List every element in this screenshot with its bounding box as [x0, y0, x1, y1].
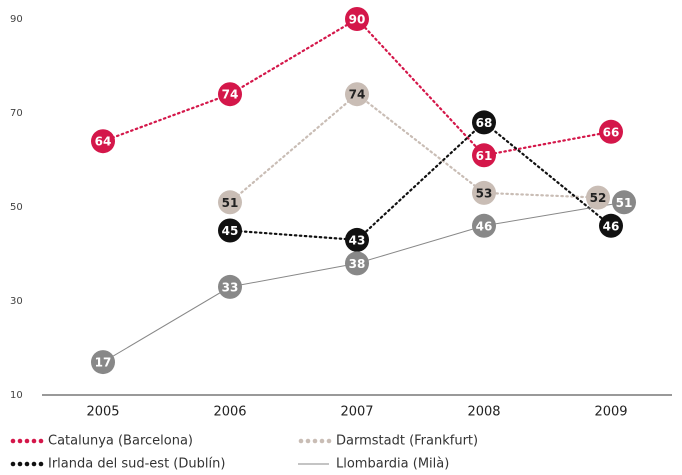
data-label: 90 [349, 13, 366, 27]
y-tick-label: 50 [10, 202, 23, 213]
y-tick-label: 10 [10, 390, 23, 401]
data-label: 51 [616, 196, 633, 210]
legend-swatch [326, 438, 332, 444]
x-tick-label: 2006 [213, 405, 246, 420]
data-label: 53 [476, 186, 493, 200]
legend-label: Catalunya (Barcelona) [48, 434, 193, 449]
legend-swatch [38, 438, 44, 444]
legend-swatch [298, 438, 304, 444]
point-marker [472, 180, 496, 205]
point-marker [472, 213, 496, 238]
data-label: 61 [476, 149, 493, 163]
legend-swatch [24, 438, 30, 444]
point-marker [599, 119, 623, 144]
point-marker [91, 129, 115, 154]
series-line [101, 17, 613, 157]
data-label: 45 [222, 224, 239, 238]
data-label: 52 [590, 191, 607, 205]
data-label: 74 [222, 88, 239, 102]
legend-label: Irlanda del sud-est (Dublín) [48, 457, 225, 472]
legend-swatch [17, 438, 23, 444]
series-line [228, 120, 613, 242]
series-line [228, 92, 600, 204]
point-marker [472, 110, 496, 135]
series-line [102, 201, 625, 363]
point-marker [612, 190, 636, 215]
x-tick-label: 2008 [467, 405, 500, 420]
legend-swatch [10, 438, 16, 444]
x-tick-label: 2007 [340, 405, 373, 420]
y-tick-label: 70 [10, 108, 23, 119]
point-marker [586, 185, 610, 210]
legend-swatch [31, 461, 37, 467]
data-label: 17 [95, 356, 112, 370]
point-marker [218, 190, 242, 215]
point-marker [345, 82, 369, 107]
legend-label: Darmstadt (Frankfurt) [336, 434, 478, 449]
data-label: 66 [603, 125, 620, 139]
data-label: 33 [222, 280, 239, 294]
point-marker [345, 227, 369, 252]
legend-swatch [319, 438, 325, 444]
data-label: 46 [603, 219, 620, 233]
x-tick-label: 2009 [594, 405, 627, 420]
point-marker [218, 82, 242, 107]
y-tick-label: 90 [10, 14, 23, 25]
point-marker [91, 350, 115, 375]
legend-swatch [24, 461, 30, 467]
legend-swatch [38, 461, 44, 467]
data-label: 74 [349, 88, 366, 102]
point-marker [345, 251, 369, 276]
point-marker [345, 7, 369, 31]
point-marker [599, 213, 623, 238]
legend-swatch [312, 438, 318, 444]
y-tick-label: 30 [10, 296, 23, 307]
legend-swatch [31, 438, 37, 444]
legend-swatch [10, 461, 16, 467]
x-tick-label: 2005 [86, 405, 119, 420]
data-label: 51 [222, 196, 239, 210]
legend-swatch [305, 438, 311, 444]
data-label: 38 [349, 257, 366, 271]
legend-label: Llombardia (Milà) [336, 457, 449, 472]
data-label: 46 [476, 219, 493, 233]
point-marker [218, 218, 242, 243]
data-label: 68 [476, 116, 493, 130]
data-label: 64 [95, 135, 112, 149]
point-marker [218, 274, 242, 299]
point-marker [472, 143, 496, 168]
data-label: 43 [349, 233, 366, 247]
legend-swatch [17, 461, 23, 467]
